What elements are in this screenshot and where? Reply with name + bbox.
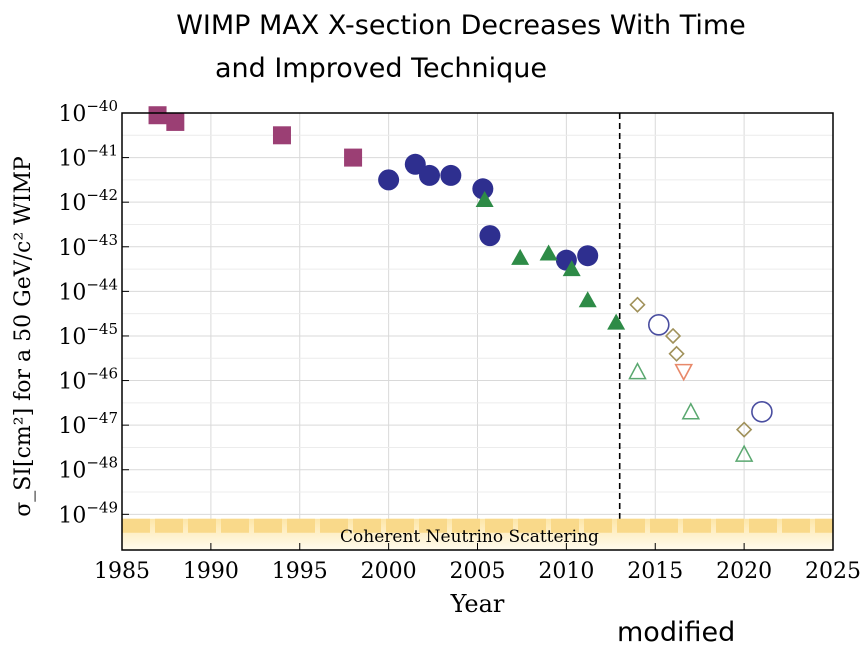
x-tick-label: 1990 <box>183 559 239 584</box>
data-point-filled-triangle <box>511 248 530 265</box>
grid-lines <box>121 112 834 550</box>
y-axis-label: σ_SI[cm²] for a 50 GeV/c² WIMP <box>11 156 36 517</box>
x-tick-label: 2025 <box>805 559 861 584</box>
data-point-open-diamond <box>668 345 685 362</box>
data-point-filled-circle <box>479 225 501 247</box>
y-tick-label: 10−40 <box>58 97 118 127</box>
modified-note: modified <box>617 617 736 648</box>
y-tick-label: 10−44 <box>58 275 118 305</box>
y-tick-label: 10−45 <box>58 320 118 350</box>
y-tick-label: 10−46 <box>58 365 118 395</box>
data-point-filled-triangle <box>475 190 494 207</box>
axis-ticks: 1985 1990 1995 2000 2005 2010 2015 2020 2025 10−4… <box>58 97 861 584</box>
y-tick-label: 10−49 <box>58 498 118 528</box>
data-point-filled-triangle <box>562 260 581 277</box>
x-tick-label: 2010 <box>538 559 594 584</box>
data-point-open-triangle <box>628 362 647 380</box>
data-point-filled-triangle <box>607 313 626 330</box>
data-point-open-diamond <box>664 327 682 345</box>
data-point-filled-square <box>272 126 291 145</box>
data-point-filled-circle <box>472 178 494 200</box>
chart-title-line1: WIMP MAX X-section Decreases With Time <box>176 10 746 41</box>
data-point-open-triangle-down <box>674 363 694 382</box>
data-point-open-circle <box>648 314 670 336</box>
x-tick-label: 1985 <box>94 559 150 584</box>
data-point-open-triangle <box>681 402 701 420</box>
x-tick-label: 2000 <box>361 559 417 584</box>
data-point-filled-circle <box>577 245 599 267</box>
data-point-filled-square <box>166 112 185 131</box>
data-point-open-diamond <box>629 296 646 313</box>
y-tick-label: 10−43 <box>58 231 118 261</box>
neutrino-band-label: Coherent Neutrino Scattering <box>340 527 599 547</box>
x-tick-label: 2015 <box>627 559 683 584</box>
data-point-filled-square <box>148 106 167 125</box>
data-point-filled-circle <box>404 153 426 175</box>
data-point-filled-circle <box>440 164 462 186</box>
y-tick-label: 10−48 <box>58 454 118 484</box>
y-tick-label: 10−41 <box>58 142 118 172</box>
y-tick-label: 10−47 <box>58 409 118 439</box>
x-tick-label: 1995 <box>272 559 328 584</box>
data-point-filled-square <box>344 148 363 167</box>
data-point-filled-circle <box>378 169 400 191</box>
data-points <box>148 106 773 462</box>
data-point-open-circle <box>751 400 773 423</box>
data-point-filled-triangle <box>578 291 597 308</box>
x-tick-label: 2005 <box>450 559 506 584</box>
y-axis-label-group: σ_SI[cm²] for a 50 GeV/c² WIMP <box>11 156 36 517</box>
x-axis-label: Year <box>450 590 505 618</box>
chart-title-line2: and Improved Technique <box>214 53 548 84</box>
y-tick-label: 10−42 <box>58 186 118 216</box>
data-point-filled-triangle <box>539 244 558 261</box>
data-point-open-triangle <box>734 444 754 462</box>
data-point-filled-circle <box>419 164 441 186</box>
x-tick-label: 2020 <box>716 559 772 584</box>
data-point-open-diamond <box>735 421 753 438</box>
